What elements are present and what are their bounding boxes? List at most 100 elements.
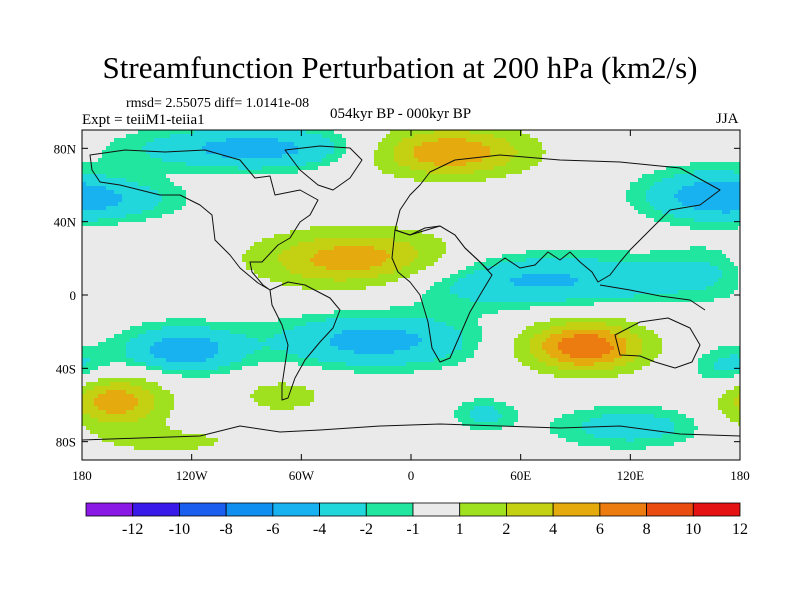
field-cell <box>246 438 251 443</box>
field-cell <box>210 270 215 275</box>
field-cell <box>118 230 123 235</box>
field-cell <box>250 454 255 459</box>
field-cell <box>86 362 91 367</box>
field-cell <box>298 238 303 243</box>
field-cell <box>194 246 199 251</box>
field-cell <box>98 286 103 291</box>
field-cell <box>174 338 179 343</box>
field-cell <box>182 394 187 399</box>
field-cell <box>194 374 199 379</box>
field-cell <box>182 246 187 251</box>
field-cell <box>266 162 271 167</box>
field-cell <box>98 314 103 319</box>
field-cell <box>126 158 131 163</box>
field-cell <box>142 198 147 203</box>
field-cell <box>310 254 315 259</box>
field-cell <box>230 142 235 147</box>
field-cell <box>246 242 251 247</box>
field-cell <box>138 262 143 267</box>
field-cell <box>234 406 239 411</box>
field-cell <box>190 450 195 455</box>
field-cell <box>198 322 203 327</box>
field-cell <box>198 214 203 219</box>
field-cell <box>258 342 263 347</box>
field-cell <box>178 194 183 199</box>
field-cell <box>286 166 291 171</box>
field-cell <box>278 166 283 171</box>
field-cell <box>242 390 247 395</box>
field-cell <box>178 142 183 147</box>
field-cell <box>306 302 311 307</box>
field-cell <box>226 186 231 191</box>
field-cell <box>130 222 135 227</box>
field-cell <box>250 394 255 399</box>
field-cell <box>134 382 139 387</box>
field-cell <box>82 226 87 231</box>
field-cell <box>202 250 207 255</box>
field-cell <box>86 238 91 243</box>
field-cell <box>258 434 263 439</box>
field-cell <box>270 214 275 219</box>
field-cell <box>258 182 263 187</box>
field-cell <box>118 382 123 387</box>
field-cell <box>214 334 219 339</box>
field-cell <box>86 434 91 439</box>
field-cell <box>106 166 111 171</box>
field-cell <box>298 234 303 239</box>
field-cell <box>218 410 223 415</box>
field-cell <box>146 422 151 427</box>
field-cell <box>246 430 251 435</box>
field-cell <box>202 254 207 259</box>
field-cell <box>266 318 271 323</box>
field-cell <box>206 230 211 235</box>
field-cell <box>178 458 183 460</box>
field-cell <box>274 230 279 235</box>
field-cell <box>290 286 295 291</box>
field-cell <box>162 282 167 287</box>
field-cell <box>210 294 215 299</box>
field-cell <box>290 254 295 259</box>
field-cell <box>282 238 287 243</box>
field-cell <box>182 330 187 335</box>
field-cell <box>150 154 155 159</box>
field-cell <box>222 134 227 139</box>
field-cell <box>318 198 323 203</box>
field-cell <box>234 318 239 323</box>
field-cell <box>306 270 311 275</box>
field-cell <box>250 194 255 199</box>
field-cell <box>218 258 223 263</box>
field-cell <box>166 250 171 255</box>
field-cell <box>178 250 183 255</box>
field-cell <box>114 350 119 355</box>
field-cell <box>130 390 135 395</box>
field-cell <box>198 314 203 319</box>
field-cell <box>182 238 187 243</box>
field-cell <box>230 318 235 323</box>
field-cell <box>114 450 119 455</box>
field-cell <box>162 430 167 435</box>
field-cell <box>82 130 87 135</box>
field-cell <box>274 130 279 135</box>
field-cell <box>302 130 307 135</box>
field-cell <box>146 270 151 275</box>
field-cell <box>102 182 107 187</box>
field-cell <box>142 418 147 423</box>
field-cell <box>290 138 295 143</box>
field-cell <box>190 242 195 247</box>
field-cell <box>162 230 167 235</box>
field-cell <box>290 314 295 319</box>
field-cell <box>86 358 91 363</box>
field-cell <box>250 210 255 215</box>
field-cell <box>258 358 263 363</box>
field-cell <box>234 310 239 315</box>
field-cell <box>130 166 135 171</box>
field-cell <box>82 458 87 460</box>
field-cell <box>302 318 307 323</box>
field-cell <box>210 410 215 415</box>
field-cell <box>158 362 163 367</box>
field-cell <box>282 434 287 439</box>
field-cell <box>166 262 171 267</box>
field-cell <box>258 270 263 275</box>
field-cell <box>142 354 147 359</box>
field-cell <box>138 386 143 391</box>
